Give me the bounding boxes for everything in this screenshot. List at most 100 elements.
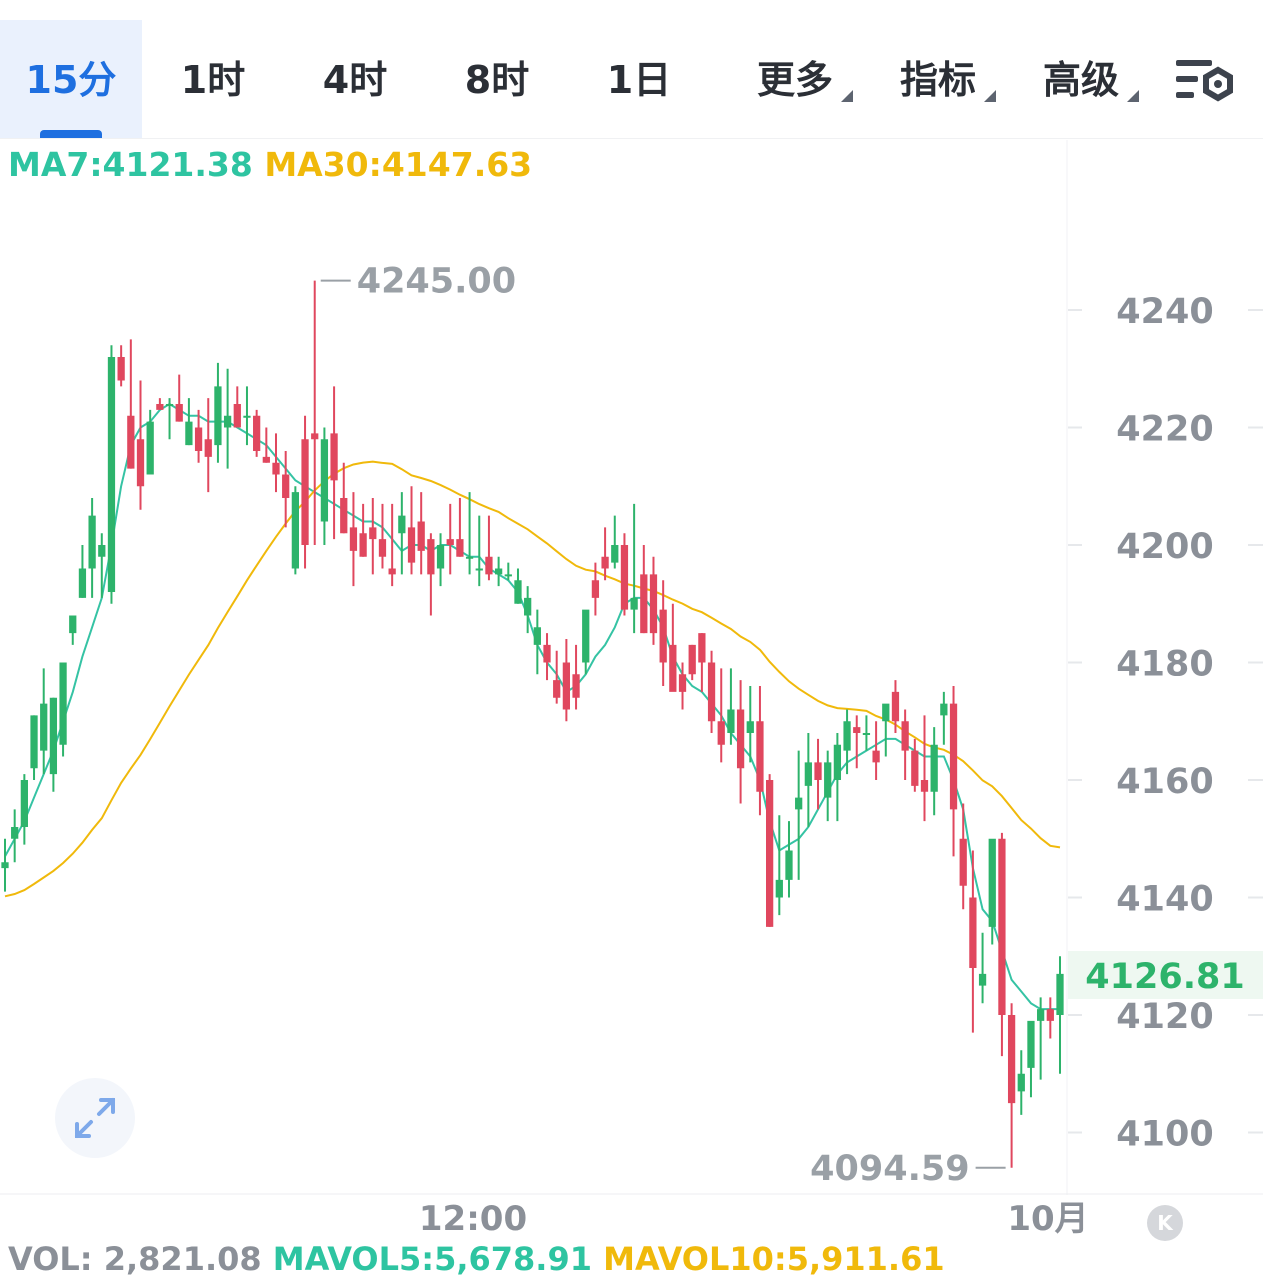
dropdown-corner-icon: [1127, 90, 1139, 102]
candle-body: [756, 721, 764, 792]
tab-15min-label: 15分: [25, 57, 117, 102]
x-tick-label: 12:00: [419, 1199, 527, 1239]
candle-body: [107, 357, 116, 592]
candle-body: [853, 727, 861, 733]
mavol10-readout: MAVOL10:5,911.61: [603, 1240, 945, 1278]
candle-body: [494, 568, 503, 575]
candle-body: [591, 580, 600, 598]
candle-body: [891, 691, 900, 722]
candle-body: [1027, 1020, 1035, 1068]
vol-readout: VOL: 2,821.08: [8, 1240, 262, 1278]
low-marker-label: 4094.59: [810, 1149, 969, 1189]
candle-body: [698, 633, 706, 663]
candle-body: [1046, 1009, 1054, 1021]
tab-more-label: 更多: [756, 57, 833, 102]
tab-1h[interactable]: 1时: [142, 20, 284, 138]
candle-body: [582, 609, 590, 663]
y-tick-label: 4180: [1116, 645, 1213, 685]
candle-body: [349, 527, 358, 551]
candle-body: [388, 568, 396, 575]
x-tick-label: 10月: [1007, 1199, 1088, 1239]
tab-more[interactable]: 更多: [735, 20, 855, 138]
tab-1d[interactable]: 1日: [568, 20, 710, 138]
candle-body: [88, 515, 96, 569]
candle-body: [175, 404, 183, 422]
candle-body: [543, 644, 551, 663]
k-button[interactable]: K: [1147, 1205, 1183, 1241]
dropdown-corner-icon: [984, 90, 996, 102]
candle-body: [291, 492, 299, 569]
candle-body: [30, 715, 38, 769]
candle-body: [311, 433, 319, 440]
candle-body: [766, 780, 774, 927]
candle-body: [359, 533, 367, 557]
candle-body: [436, 545, 445, 569]
candle-body: [233, 404, 241, 428]
candle-body: [369, 527, 377, 540]
candle-body: [1017, 1073, 1025, 1092]
candle-body: [785, 850, 793, 880]
candle-body: [204, 439, 212, 457]
candle-body: [882, 703, 890, 722]
candle-body: [736, 709, 745, 769]
candle-body: [340, 498, 348, 534]
tab-8h[interactable]: 8时: [426, 20, 568, 138]
chart-settings-icon[interactable]: [1170, 50, 1240, 120]
candle-body: [156, 404, 164, 410]
tab-indicators-label: 指标: [899, 57, 976, 102]
expand-button[interactable]: [55, 1078, 135, 1158]
candle-body: [940, 703, 948, 716]
candle-body: [601, 556, 609, 569]
candle-body: [630, 597, 638, 610]
candle-body: [49, 697, 58, 775]
candle-body: [194, 427, 203, 451]
tab-8h-label: 8时: [464, 57, 530, 102]
candle-body: [920, 780, 929, 792]
candle-body: [136, 439, 145, 487]
y-tick-label: 4160: [1116, 762, 1213, 802]
volume-legend: VOL: 2,821.08 MAVOL5:5,678.91 MAVOL10:5,…: [8, 1240, 945, 1278]
tab-4h-label: 4时: [322, 57, 388, 102]
candle-body: [272, 462, 280, 475]
tab-4h[interactable]: 4时: [284, 20, 426, 138]
candle-body: [988, 838, 996, 927]
mavol5-readout: MAVOL5:5,678.91: [272, 1240, 592, 1278]
candle-body: [804, 762, 812, 786]
candle-body: [262, 456, 270, 463]
candle-body: [833, 744, 842, 780]
candlestick-chart[interactable]: 4240 4220 4200 4180 4160 4140 4120 4100 4245.00 4…: [0, 140, 1263, 1240]
candle-body: [330, 433, 338, 481]
candle-body: [475, 568, 483, 571]
candle-body: [301, 439, 309, 545]
tab-1d-label: 1日: [606, 57, 672, 102]
candle-body: [562, 662, 571, 710]
tab-indicators[interactable]: 指标: [878, 20, 998, 138]
tab-1h-label: 1时: [180, 57, 246, 102]
candle-body: [243, 415, 251, 418]
candle-body: [146, 421, 154, 475]
tab-15min[interactable]: 15分: [0, 20, 142, 138]
candle-body: [1007, 1015, 1016, 1104]
expand-arrows-icon: [75, 1098, 115, 1138]
candle-body: [843, 721, 851, 751]
candle-body: [185, 421, 193, 446]
tab-advanced[interactable]: 高级: [1021, 20, 1141, 138]
ma7-line: [4, 402, 1060, 1011]
candle-body: [282, 474, 290, 498]
candle-body: [20, 780, 28, 827]
candle-body: [717, 721, 725, 745]
candle-body: [969, 897, 977, 968]
dropdown-corner-icon: [841, 90, 853, 102]
candle-body: [40, 703, 48, 751]
candle-body: [688, 644, 696, 675]
ma30-readout: MA30:4147.63: [264, 145, 533, 184]
candle-body: [407, 527, 416, 563]
candle-body: [59, 662, 67, 745]
candle-body: [930, 744, 938, 792]
y-tick-label: 4240: [1116, 292, 1213, 332]
candle-body: [649, 574, 658, 634]
candle-body: [949, 703, 958, 810]
candle-body: [707, 662, 716, 722]
candle-body: [11, 827, 19, 839]
candle-body: [620, 545, 629, 610]
